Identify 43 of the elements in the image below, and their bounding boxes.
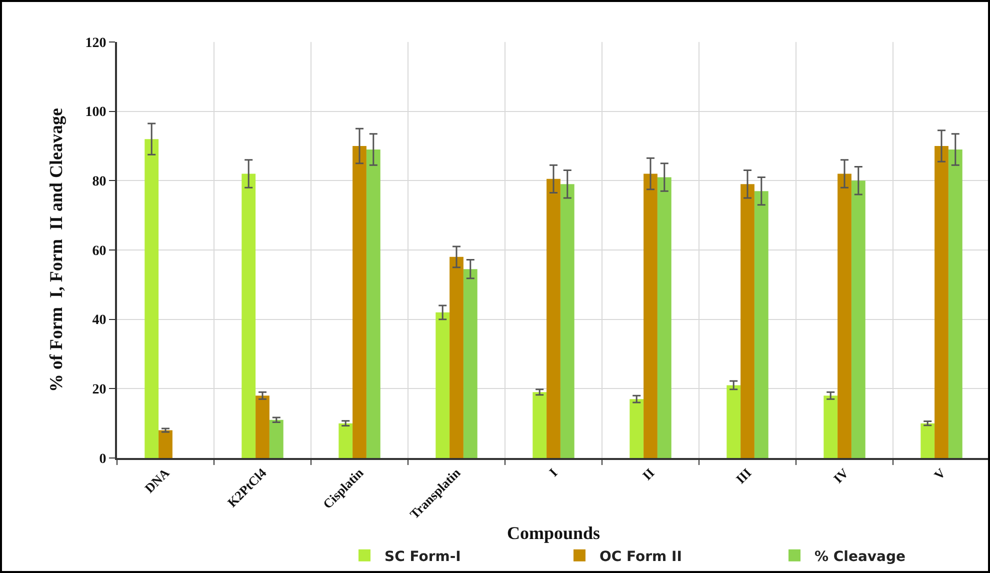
- x-axis-title: Compounds: [506, 523, 600, 544]
- y-axis-title: % of Form I, Form II and Cleavage: [46, 108, 66, 392]
- legend-label: SC Form-I: [384, 548, 461, 565]
- bar: [838, 174, 852, 458]
- bar: [657, 177, 672, 458]
- bar: [934, 146, 948, 458]
- legend-label: OC Form II: [599, 548, 682, 565]
- bar: [144, 139, 159, 458]
- bar: [948, 149, 962, 458]
- x-tick-label: IV: [830, 464, 852, 486]
- bar: [269, 420, 284, 458]
- bar: [630, 399, 644, 458]
- bar: [851, 180, 866, 458]
- y-tick-label: 100: [85, 105, 106, 120]
- bar: [560, 184, 574, 458]
- y-tick-label: 20: [92, 382, 106, 398]
- bar: [824, 396, 838, 458]
- legend-label: % Cleavage: [814, 548, 906, 565]
- x-tick-label: I: [546, 465, 560, 480]
- y-tick-label: 80: [92, 174, 106, 190]
- bar: [740, 184, 754, 458]
- bar: [546, 178, 560, 458]
- bar: [352, 146, 366, 458]
- bar: [532, 392, 547, 458]
- bar: [242, 174, 256, 458]
- bar: [754, 191, 768, 458]
- bar: [436, 312, 450, 458]
- y-tick-label: 120: [85, 36, 106, 51]
- bar: [158, 430, 172, 458]
- y-tick-label: 0: [99, 452, 106, 467]
- x-tick-label: II: [639, 465, 658, 483]
- bar: [644, 174, 658, 458]
- y-tick-label: 60: [92, 244, 106, 259]
- x-tick-label: III: [732, 465, 754, 487]
- bar: [920, 423, 935, 458]
- bar: [450, 256, 464, 458]
- bar: [366, 149, 380, 458]
- x-tick-label: V: [930, 464, 949, 482]
- bar: [726, 385, 741, 458]
- bar: [256, 396, 270, 458]
- bar: [463, 269, 478, 458]
- y-tick-label: 40: [92, 313, 106, 328]
- bar: [338, 423, 353, 458]
